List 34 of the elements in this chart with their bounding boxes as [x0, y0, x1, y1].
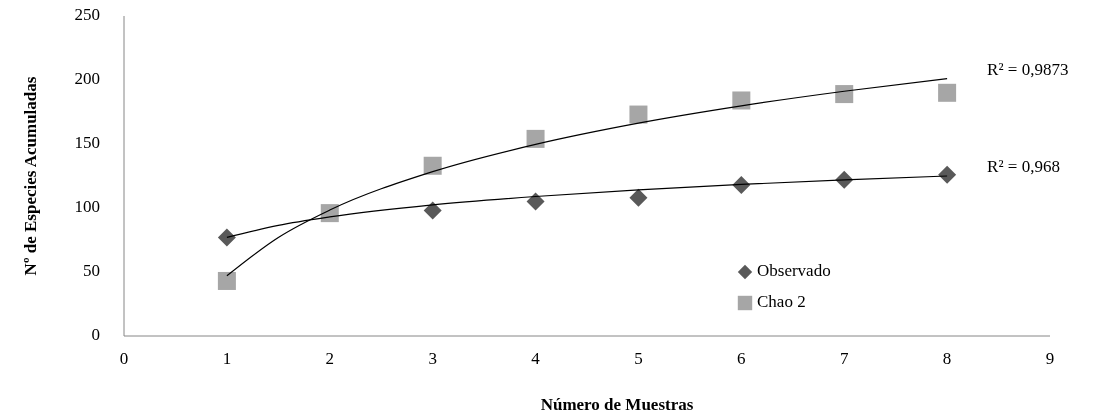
point [423, 156, 442, 175]
y-tick-label: 250 [74, 4, 100, 24]
point [217, 271, 236, 290]
point [423, 201, 442, 220]
x-axis-title: Número de Muestras [540, 395, 694, 414]
x-tick-label: 3 [428, 349, 437, 368]
x-tick-label: 9 [1045, 349, 1055, 368]
point [938, 83, 957, 102]
point [938, 165, 957, 184]
x-tick-label: 2 [325, 349, 335, 368]
y-axis-title: Nº de Especies Acumuladas [21, 76, 40, 276]
y-tick-label: 150 [74, 132, 100, 152]
point [629, 188, 648, 207]
x-tick-label: 1 [222, 349, 232, 368]
point [526, 129, 545, 148]
y-tick-label: 0 [91, 324, 100, 344]
annotation: R² = 0,9873 [987, 59, 1069, 79]
point [732, 91, 751, 110]
y-tick-label: 50 [83, 260, 100, 280]
x-tick-label: 8 [942, 349, 952, 368]
x-tick-label: 7 [839, 349, 849, 368]
legend-label: Chao 2 [757, 291, 806, 311]
annotation: R² = 0,968 [987, 156, 1060, 176]
point [526, 192, 545, 211]
x-tick-label: 4 [531, 349, 541, 368]
point [835, 85, 854, 104]
x-tick-label: 5 [634, 349, 643, 368]
x-tick-label: 6 [737, 349, 746, 368]
point [217, 228, 236, 247]
legend-label: Observado [757, 260, 831, 280]
x-tick-label: 0 [119, 349, 129, 368]
y-tick-label: 200 [74, 68, 100, 88]
y-tick-label: 100 [74, 196, 100, 216]
point [629, 105, 648, 124]
